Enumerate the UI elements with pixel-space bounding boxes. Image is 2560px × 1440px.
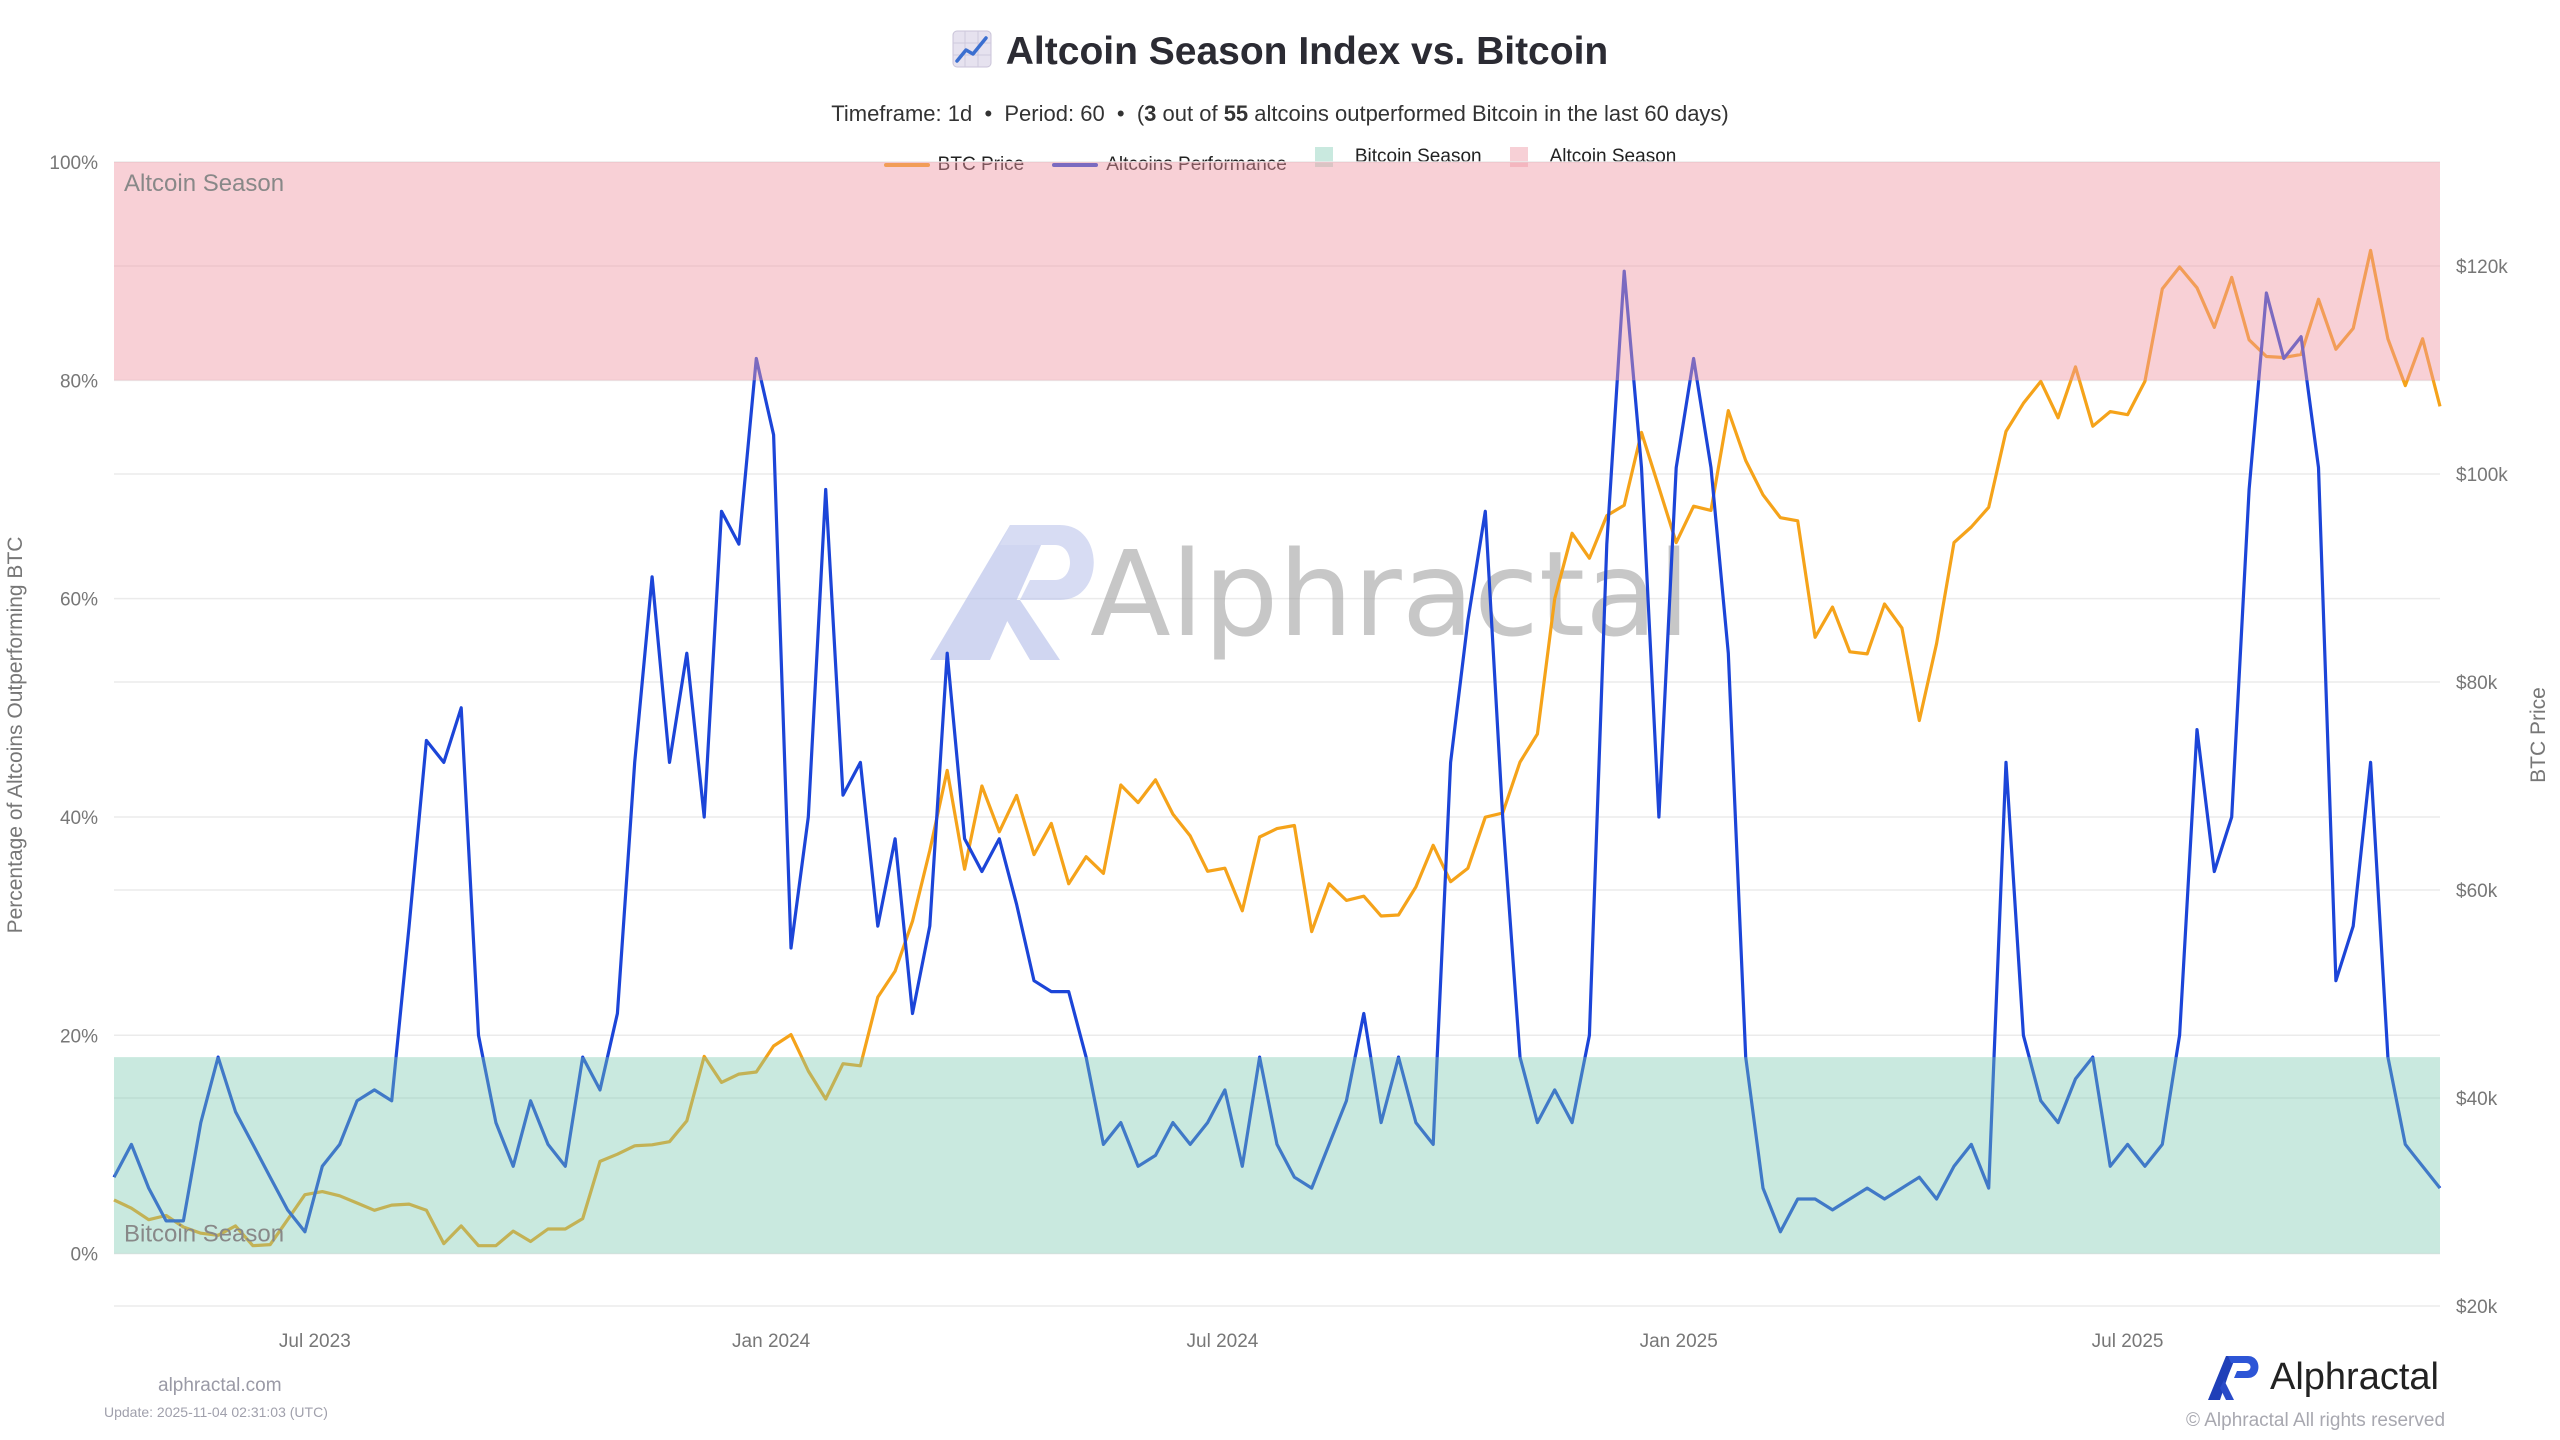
y-right-tick-label: $80k	[2456, 673, 2498, 694]
band-label: Altcoin Season	[124, 170, 284, 197]
y-left-tick-label: 60%	[60, 590, 98, 611]
alphractal-logo-icon	[2208, 1356, 2259, 1400]
legend-label: Altcoins Performance	[1106, 154, 1287, 176]
y-left-tick-label: 0%	[71, 1245, 99, 1266]
update-timestamp: Update: 2025-11-04 02:31:03 (UTC)	[104, 1404, 328, 1420]
y-left-tick-label: 20%	[60, 1026, 98, 1047]
band-label: Bitcoin Season	[124, 1221, 284, 1248]
brand-logo: Alphractal	[2206, 1352, 2439, 1402]
y-right-tick-label: $40k	[2456, 1089, 2498, 1110]
y-right-axis-title: BTC Price	[2527, 687, 2550, 783]
btc-price-line	[113, 248, 2442, 1248]
legend-label: BTC Price	[938, 154, 1025, 176]
chart-increasing-icon	[952, 30, 992, 78]
subtitle-mid: out of	[1156, 101, 1224, 126]
y-left-tick-label: 100%	[49, 153, 98, 174]
watermark-logo-icon	[1000, 525, 1094, 600]
altcoins-performance-line	[112, 269, 2442, 1234]
x-tick-label: Jul 2024	[1187, 1331, 1259, 1352]
y-left-axis-title: Percentage of Altcoins Outperforming BTC	[4, 537, 27, 934]
title-text: Altcoin Season Index vs. Bitcoin	[1005, 30, 1609, 73]
subtitle-suffix: altcoins outperformed Bitcoin in the las…	[1248, 101, 1729, 126]
chart-subtitle: Timeframe: 1d • Period: 60 • (3 out of 5…	[0, 101, 2560, 127]
x-tick-label: Jan 2024	[732, 1331, 811, 1352]
x-tick-label: Jul 2023	[279, 1331, 351, 1352]
chart-title: Altcoin Season Index vs. Bitcoin	[0, 30, 2560, 78]
y-left-tick-label: 80%	[60, 371, 98, 392]
y-right-tick-label: $60k	[2456, 881, 2498, 902]
altcoin-season-band	[114, 162, 2440, 381]
brand-name: Alphractal	[2270, 1355, 2439, 1398]
x-tick-label: Jul 2025	[2092, 1331, 2164, 1352]
subtitle-prefix: Timeframe: 1d • Period: 60 • (	[831, 101, 1145, 126]
y-right-tick-label: $20k	[2456, 1297, 2498, 1318]
outperformer-count: 3	[1144, 101, 1157, 126]
legend-item[interactable]: Altcoins Performance	[1052, 154, 1287, 176]
y-right-tick-label: $120k	[2456, 257, 2508, 278]
watermark-logo-icon	[995, 600, 1060, 660]
x-tick-label: Jan 2025	[1640, 1331, 1718, 1352]
bitcoin-season-band	[114, 1057, 2440, 1254]
y-left-tick-label: 40%	[60, 808, 98, 829]
watermark-logo-icon	[930, 525, 1050, 660]
watermark: Alphractal	[930, 525, 1690, 663]
site-link[interactable]: alphractal.com	[158, 1375, 282, 1396]
legend-line-swatch	[1052, 163, 1099, 167]
legend-item[interactable]: BTC Price	[883, 154, 1025, 176]
altcoin-total: 55	[1223, 101, 1249, 126]
y-right-tick-label: $100k	[2456, 465, 2508, 486]
watermark-text: Alphractal	[1090, 525, 1690, 663]
copyright: © Alphractal All rights reserved	[2186, 1410, 2446, 1431]
legend-line-swatch	[883, 163, 930, 167]
